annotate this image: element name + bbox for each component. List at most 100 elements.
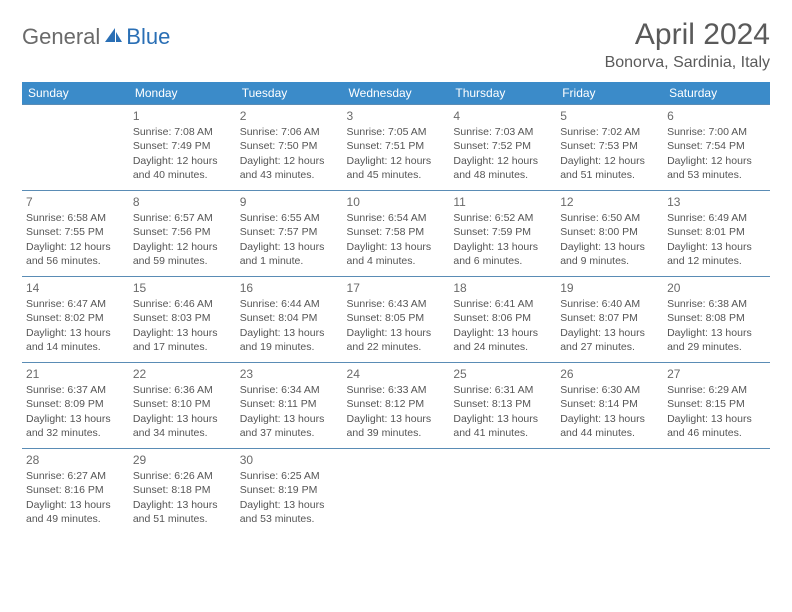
day-number: 1 xyxy=(133,108,232,124)
day-cell: 8Sunrise: 6:57 AMSunset: 7:56 PMDaylight… xyxy=(129,191,236,277)
sunrise-line: Sunrise: 6:25 AM xyxy=(240,469,339,483)
daylight-line: Daylight: 12 hours and 45 minutes. xyxy=(347,154,446,182)
daylight-line: Daylight: 13 hours and 41 minutes. xyxy=(453,412,552,440)
day-cell: 25Sunrise: 6:31 AMSunset: 8:13 PMDayligh… xyxy=(449,363,556,449)
daylight-line: Daylight: 12 hours and 59 minutes. xyxy=(133,240,232,268)
sunrise-line: Sunrise: 6:30 AM xyxy=(560,383,659,397)
sunrise-line: Sunrise: 6:52 AM xyxy=(453,211,552,225)
day-number: 11 xyxy=(453,194,552,210)
daylight-line: Daylight: 12 hours and 48 minutes. xyxy=(453,154,552,182)
sunrise-line: Sunrise: 7:08 AM xyxy=(133,125,232,139)
day-number: 17 xyxy=(347,280,446,296)
day-cell: 10Sunrise: 6:54 AMSunset: 7:58 PMDayligh… xyxy=(343,191,450,277)
day-header: Wednesday xyxy=(343,82,450,105)
sunset-line: Sunset: 8:12 PM xyxy=(347,397,446,411)
day-cell: 12Sunrise: 6:50 AMSunset: 8:00 PMDayligh… xyxy=(556,191,663,277)
logo: General Blue xyxy=(22,24,170,50)
sunset-line: Sunset: 8:16 PM xyxy=(26,483,125,497)
daylight-line: Daylight: 12 hours and 43 minutes. xyxy=(240,154,339,182)
daylight-line: Daylight: 13 hours and 22 minutes. xyxy=(347,326,446,354)
sunrise-line: Sunrise: 6:27 AM xyxy=(26,469,125,483)
day-number: 10 xyxy=(347,194,446,210)
sunrise-line: Sunrise: 6:33 AM xyxy=(347,383,446,397)
sunrise-line: Sunrise: 6:41 AM xyxy=(453,297,552,311)
day-cell: 7Sunrise: 6:58 AMSunset: 7:55 PMDaylight… xyxy=(22,191,129,277)
sunrise-line: Sunrise: 6:34 AM xyxy=(240,383,339,397)
calendar-table: SundayMondayTuesdayWednesdayThursdayFrid… xyxy=(22,82,770,535)
sunrise-line: Sunrise: 6:38 AM xyxy=(667,297,766,311)
day-cell: 27Sunrise: 6:29 AMSunset: 8:15 PMDayligh… xyxy=(663,363,770,449)
sunrise-line: Sunrise: 7:00 AM xyxy=(667,125,766,139)
day-number: 4 xyxy=(453,108,552,124)
day-cell: 3Sunrise: 7:05 AMSunset: 7:51 PMDaylight… xyxy=(343,105,450,191)
sunrise-line: Sunrise: 6:26 AM xyxy=(133,469,232,483)
sunrise-line: Sunrise: 7:05 AM xyxy=(347,125,446,139)
sunrise-line: Sunrise: 6:40 AM xyxy=(560,297,659,311)
sunset-line: Sunset: 7:52 PM xyxy=(453,139,552,153)
day-number: 12 xyxy=(560,194,659,210)
week-row: 28Sunrise: 6:27 AMSunset: 8:16 PMDayligh… xyxy=(22,449,770,535)
sunset-line: Sunset: 7:59 PM xyxy=(453,225,552,239)
day-header: Saturday xyxy=(663,82,770,105)
day-cell: 11Sunrise: 6:52 AMSunset: 7:59 PMDayligh… xyxy=(449,191,556,277)
daylight-line: Daylight: 13 hours and 29 minutes. xyxy=(667,326,766,354)
sunrise-line: Sunrise: 6:29 AM xyxy=(667,383,766,397)
daylight-line: Daylight: 13 hours and 14 minutes. xyxy=(26,326,125,354)
sunset-line: Sunset: 8:03 PM xyxy=(133,311,232,325)
sunrise-line: Sunrise: 6:44 AM xyxy=(240,297,339,311)
sunrise-line: Sunrise: 6:36 AM xyxy=(133,383,232,397)
daylight-line: Daylight: 13 hours and 37 minutes. xyxy=(240,412,339,440)
day-cell: 20Sunrise: 6:38 AMSunset: 8:08 PMDayligh… xyxy=(663,277,770,363)
sunset-line: Sunset: 8:06 PM xyxy=(453,311,552,325)
sunset-line: Sunset: 8:13 PM xyxy=(453,397,552,411)
daylight-line: Daylight: 13 hours and 44 minutes. xyxy=(560,412,659,440)
daylight-line: Daylight: 13 hours and 34 minutes. xyxy=(133,412,232,440)
sunrise-line: Sunrise: 6:55 AM xyxy=(240,211,339,225)
week-row: 14Sunrise: 6:47 AMSunset: 8:02 PMDayligh… xyxy=(22,277,770,363)
daylight-line: Daylight: 12 hours and 56 minutes. xyxy=(26,240,125,268)
day-cell: 6Sunrise: 7:00 AMSunset: 7:54 PMDaylight… xyxy=(663,105,770,191)
sunset-line: Sunset: 7:50 PM xyxy=(240,139,339,153)
day-cell xyxy=(22,105,129,191)
day-number: 15 xyxy=(133,280,232,296)
sunset-line: Sunset: 8:07 PM xyxy=(560,311,659,325)
week-row: 1Sunrise: 7:08 AMSunset: 7:49 PMDaylight… xyxy=(22,105,770,191)
day-cell: 23Sunrise: 6:34 AMSunset: 8:11 PMDayligh… xyxy=(236,363,343,449)
day-number: 26 xyxy=(560,366,659,382)
sunset-line: Sunset: 7:58 PM xyxy=(347,225,446,239)
title-block: April 2024 Bonorva, Sardinia, Italy xyxy=(605,18,770,72)
day-cell: 14Sunrise: 6:47 AMSunset: 8:02 PMDayligh… xyxy=(22,277,129,363)
day-cell: 24Sunrise: 6:33 AMSunset: 8:12 PMDayligh… xyxy=(343,363,450,449)
sunset-line: Sunset: 8:01 PM xyxy=(667,225,766,239)
sunset-line: Sunset: 8:05 PM xyxy=(347,311,446,325)
day-number: 27 xyxy=(667,366,766,382)
day-number: 16 xyxy=(240,280,339,296)
day-cell: 15Sunrise: 6:46 AMSunset: 8:03 PMDayligh… xyxy=(129,277,236,363)
day-cell: 17Sunrise: 6:43 AMSunset: 8:05 PMDayligh… xyxy=(343,277,450,363)
day-cell: 18Sunrise: 6:41 AMSunset: 8:06 PMDayligh… xyxy=(449,277,556,363)
sunset-line: Sunset: 7:51 PM xyxy=(347,139,446,153)
day-header: Tuesday xyxy=(236,82,343,105)
sunset-line: Sunset: 7:56 PM xyxy=(133,225,232,239)
daylight-line: Daylight: 13 hours and 17 minutes. xyxy=(133,326,232,354)
daylight-line: Daylight: 13 hours and 24 minutes. xyxy=(453,326,552,354)
day-cell: 22Sunrise: 6:36 AMSunset: 8:10 PMDayligh… xyxy=(129,363,236,449)
day-header: Sunday xyxy=(22,82,129,105)
sunrise-line: Sunrise: 7:06 AM xyxy=(240,125,339,139)
day-cell: 26Sunrise: 6:30 AMSunset: 8:14 PMDayligh… xyxy=(556,363,663,449)
sunrise-line: Sunrise: 6:43 AM xyxy=(347,297,446,311)
daylight-line: Daylight: 13 hours and 39 minutes. xyxy=(347,412,446,440)
sunrise-line: Sunrise: 6:50 AM xyxy=(560,211,659,225)
sunset-line: Sunset: 8:09 PM xyxy=(26,397,125,411)
day-number: 2 xyxy=(240,108,339,124)
day-number: 30 xyxy=(240,452,339,468)
day-cell: 5Sunrise: 7:02 AMSunset: 7:53 PMDaylight… xyxy=(556,105,663,191)
daylight-line: Daylight: 13 hours and 19 minutes. xyxy=(240,326,339,354)
day-header: Friday xyxy=(556,82,663,105)
sunrise-line: Sunrise: 6:46 AM xyxy=(133,297,232,311)
day-number: 21 xyxy=(26,366,125,382)
day-number: 7 xyxy=(26,194,125,210)
day-header: Thursday xyxy=(449,82,556,105)
sunset-line: Sunset: 8:19 PM xyxy=(240,483,339,497)
sunrise-line: Sunrise: 6:47 AM xyxy=(26,297,125,311)
